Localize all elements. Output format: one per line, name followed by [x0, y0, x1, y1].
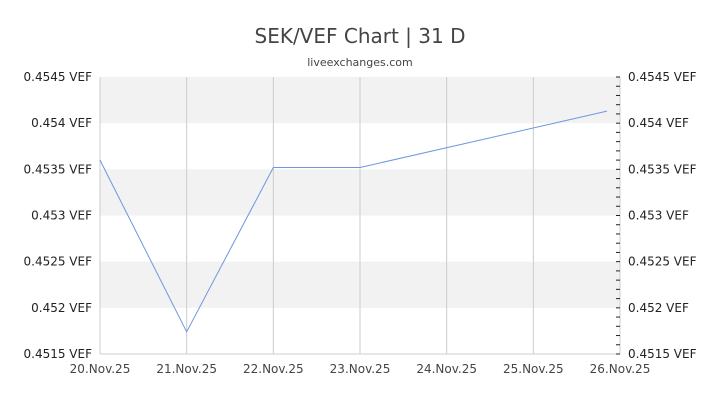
- x-tick-label: 23.Nov.25: [330, 362, 391, 376]
- chart-subtitle: liveexchanges.com: [307, 56, 413, 69]
- chart-title: SEK/VEF Chart | 31 D: [254, 24, 466, 48]
- y-tick-label-right: 0.4525 VEF: [628, 255, 697, 269]
- y-tick-label-right: 0.4545 VEF: [628, 70, 697, 84]
- series-line: [99, 110, 608, 333]
- x-tick-label: 20.Nov.25: [70, 362, 131, 376]
- y-tick-label-left: 0.4515 VEF: [24, 347, 93, 361]
- x-tick-label: 24.Nov.25: [416, 362, 477, 376]
- y-tick-label-left: 0.453 VEF: [31, 209, 92, 223]
- x-tick-label: 26.Nov.25: [590, 362, 651, 376]
- x-tick-label: 25.Nov.25: [503, 362, 564, 376]
- y-tick-label-left: 0.4545 VEF: [24, 70, 93, 84]
- x-tick-label: 21.Nov.25: [156, 362, 217, 376]
- y-tick-label-left: 0.4535 VEF: [24, 162, 93, 176]
- x-tick-label: 22.Nov.25: [243, 362, 304, 376]
- y-tick-label-left: 0.4525 VEF: [24, 255, 93, 269]
- y-tick-label-right: 0.452 VEF: [628, 301, 689, 315]
- y-tick-label-left: 0.452 VEF: [31, 301, 92, 315]
- y-tick-label-left: 0.454 VEF: [31, 116, 92, 130]
- y-tick-label-right: 0.453 VEF: [628, 209, 689, 223]
- y-tick-label-right: 0.4535 VEF: [628, 162, 697, 176]
- y-tick-label-right: 0.4515 VEF: [628, 347, 697, 361]
- y-tick-label-right: 0.454 VEF: [628, 116, 689, 130]
